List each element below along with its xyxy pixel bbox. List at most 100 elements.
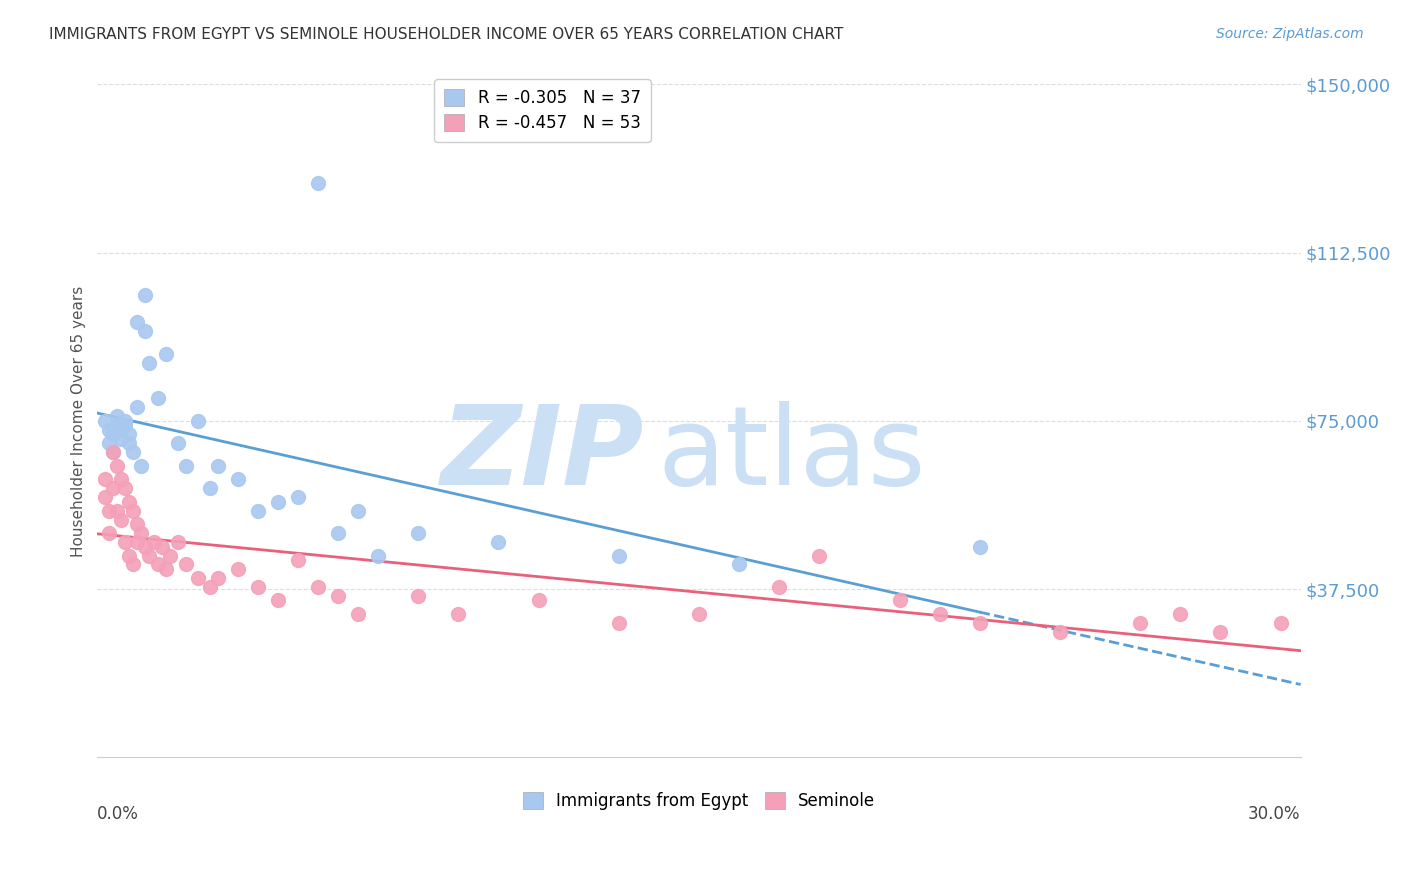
Point xyxy=(969,540,991,554)
Point xyxy=(127,535,149,549)
Point xyxy=(107,503,129,517)
Point xyxy=(207,571,229,585)
Point xyxy=(246,503,269,517)
Point xyxy=(155,562,177,576)
Point xyxy=(118,494,141,508)
Point xyxy=(127,517,149,532)
Legend: Immigrants from Egypt, Seminole: Immigrants from Egypt, Seminole xyxy=(516,785,882,816)
Point xyxy=(889,593,911,607)
Point xyxy=(114,535,136,549)
Point xyxy=(808,549,831,563)
Text: atlas: atlas xyxy=(657,401,925,508)
Point xyxy=(928,607,950,621)
Point xyxy=(174,558,197,572)
Text: IMMIGRANTS FROM EGYPT VS SEMINOLE HOUSEHOLDER INCOME OVER 65 YEARS CORRELATION C: IMMIGRANTS FROM EGYPT VS SEMINOLE HOUSEH… xyxy=(49,27,844,42)
Point xyxy=(267,593,290,607)
Point xyxy=(110,513,132,527)
Text: 30.0%: 30.0% xyxy=(1249,805,1301,822)
Point xyxy=(138,549,160,563)
Point xyxy=(118,549,141,563)
Point xyxy=(307,580,329,594)
Point xyxy=(114,418,136,433)
Point xyxy=(1270,615,1292,630)
Point xyxy=(969,615,991,630)
Point xyxy=(226,562,249,576)
Point xyxy=(187,571,209,585)
Point xyxy=(94,490,117,504)
Point xyxy=(1168,607,1191,621)
Point xyxy=(127,401,149,415)
Point xyxy=(688,607,710,621)
Point xyxy=(110,472,132,486)
Point xyxy=(107,409,129,424)
Point xyxy=(114,414,136,428)
Point xyxy=(146,392,169,406)
Point xyxy=(1049,624,1071,639)
Point xyxy=(155,346,177,360)
Point xyxy=(198,481,221,495)
Point xyxy=(166,535,188,549)
Point xyxy=(367,549,389,563)
Point xyxy=(226,472,249,486)
Point xyxy=(138,355,160,369)
Point xyxy=(607,615,630,630)
Point xyxy=(114,481,136,495)
Point xyxy=(107,418,129,433)
Point xyxy=(122,445,145,459)
Point xyxy=(110,423,132,437)
Point xyxy=(267,494,290,508)
Point xyxy=(728,558,751,572)
Point xyxy=(118,436,141,450)
Point xyxy=(166,436,188,450)
Point xyxy=(159,549,181,563)
Point xyxy=(347,503,370,517)
Point xyxy=(142,535,165,549)
Point xyxy=(131,458,153,473)
Point xyxy=(127,315,149,329)
Text: ZIP: ZIP xyxy=(441,401,645,508)
Point xyxy=(174,458,197,473)
Point xyxy=(527,593,550,607)
Point xyxy=(146,558,169,572)
Point xyxy=(1129,615,1152,630)
Point xyxy=(103,445,125,459)
Point xyxy=(134,540,156,554)
Point xyxy=(94,472,117,486)
Point xyxy=(94,414,117,428)
Point xyxy=(447,607,470,621)
Point xyxy=(307,176,329,190)
Point xyxy=(347,607,370,621)
Point xyxy=(107,458,129,473)
Point xyxy=(198,580,221,594)
Point xyxy=(326,526,349,541)
Point xyxy=(207,458,229,473)
Point xyxy=(103,445,125,459)
Point xyxy=(287,490,309,504)
Text: Source: ZipAtlas.com: Source: ZipAtlas.com xyxy=(1216,27,1364,41)
Point xyxy=(134,288,156,302)
Point xyxy=(98,526,121,541)
Point xyxy=(122,558,145,572)
Point xyxy=(607,549,630,563)
Point xyxy=(131,526,153,541)
Point xyxy=(246,580,269,594)
Point xyxy=(768,580,790,594)
Point xyxy=(118,427,141,442)
Text: 0.0%: 0.0% xyxy=(97,805,139,822)
Point xyxy=(150,540,173,554)
Point xyxy=(103,481,125,495)
Point xyxy=(287,553,309,567)
Y-axis label: Householder Income Over 65 years: Householder Income Over 65 years xyxy=(72,285,86,557)
Point xyxy=(1209,624,1232,639)
Point xyxy=(134,324,156,338)
Point xyxy=(110,432,132,446)
Point xyxy=(406,589,429,603)
Point xyxy=(187,414,209,428)
Point xyxy=(326,589,349,603)
Point xyxy=(98,503,121,517)
Point xyxy=(488,535,510,549)
Point xyxy=(103,427,125,442)
Point xyxy=(406,526,429,541)
Point xyxy=(98,423,121,437)
Point xyxy=(98,436,121,450)
